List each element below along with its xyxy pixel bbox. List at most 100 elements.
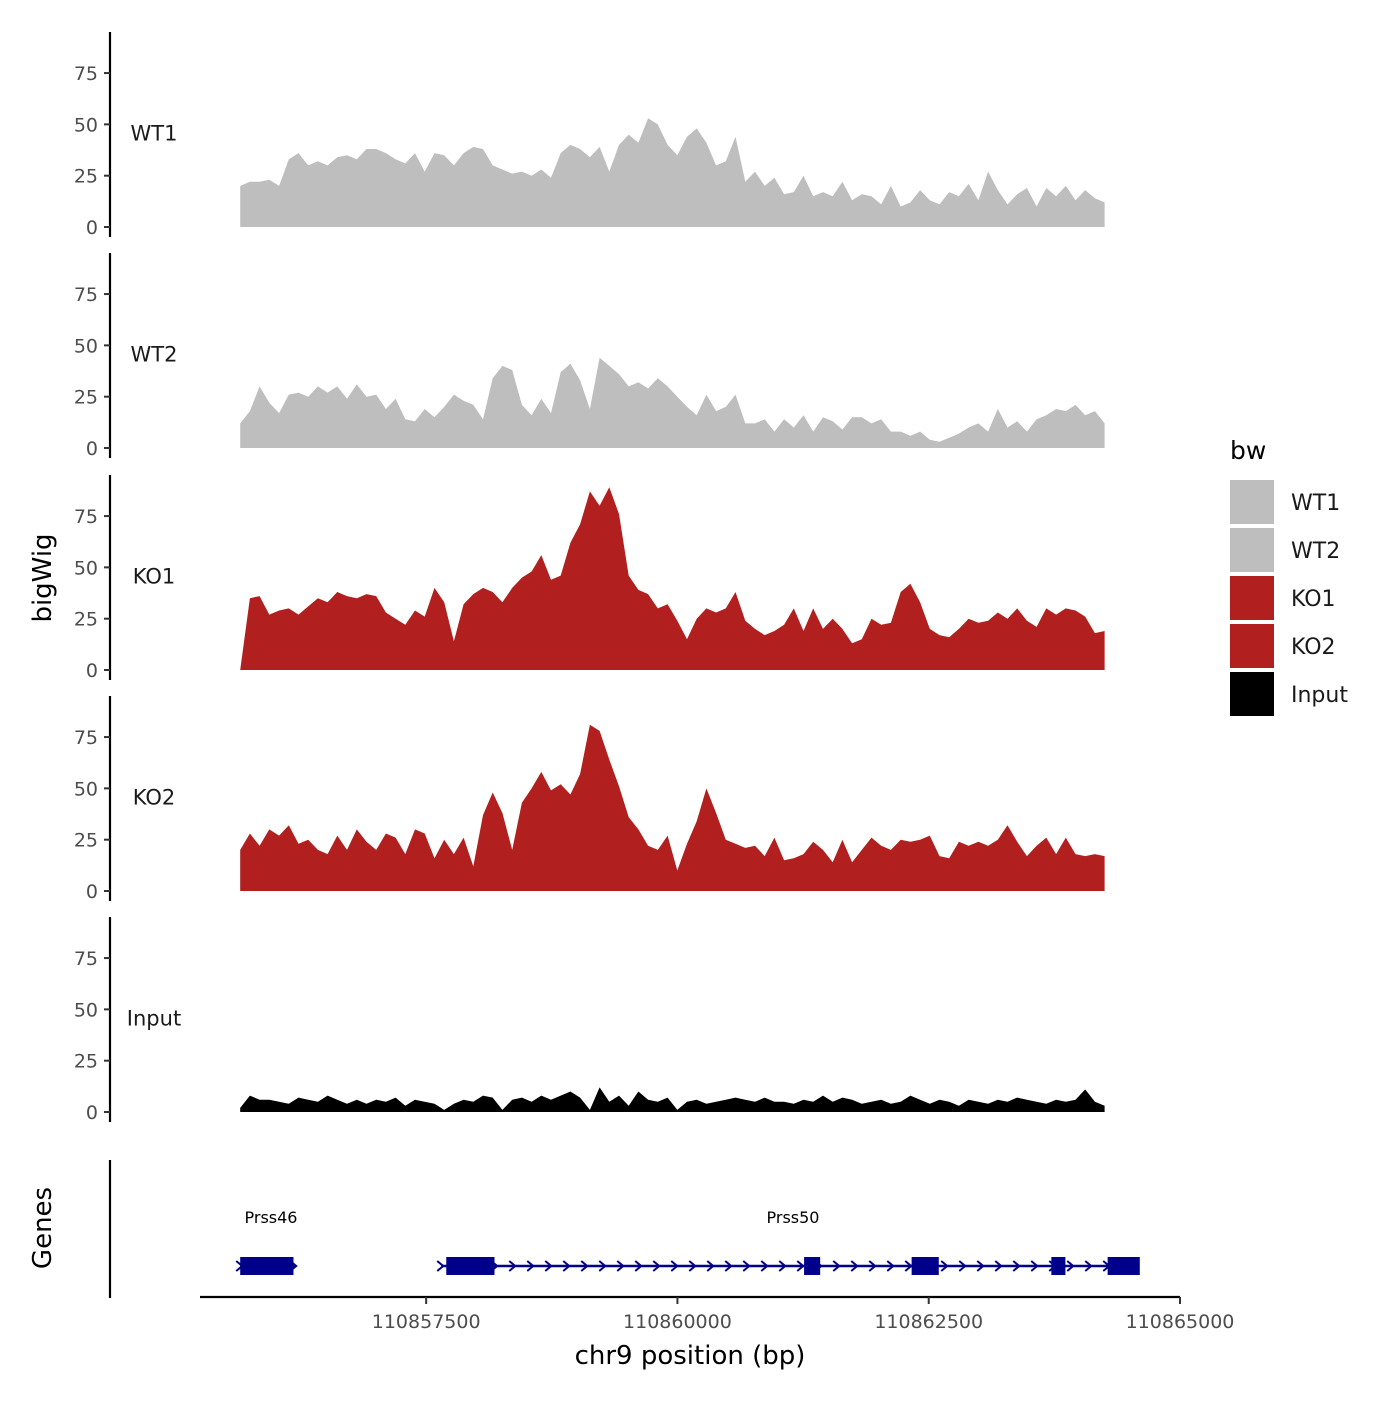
signal-area-input xyxy=(240,1087,1105,1112)
strand-arrow xyxy=(796,1260,805,1272)
panel-input: 0 25 50 75 Input xyxy=(74,917,1105,1124)
gene-exon xyxy=(804,1257,821,1275)
strand-arrow xyxy=(1030,1260,1039,1272)
strand-arrow xyxy=(598,1260,607,1272)
genes-track-title: Genes xyxy=(28,1187,58,1269)
strand-arrow xyxy=(886,1260,895,1272)
legend-label-input: Input xyxy=(1291,683,1348,708)
signal-panels: 0 25 50 75 WT1 0 25 50 75 WT2 0 25 50 75 KO1 0 25 50 75 KO2… xyxy=(74,32,1105,1124)
strand-arrow xyxy=(850,1260,859,1272)
strand-arrow xyxy=(904,1260,913,1272)
y-tick-label: 25 xyxy=(74,609,98,631)
strand-arrow xyxy=(580,1260,589,1272)
y-tick-label: 50 xyxy=(74,999,98,1021)
strand-arrow xyxy=(958,1260,967,1272)
strand-arrow xyxy=(832,1260,841,1272)
gene-exon xyxy=(911,1257,939,1275)
strand-arrow xyxy=(742,1260,751,1272)
gene-exon xyxy=(1107,1257,1140,1275)
strand-arrow xyxy=(706,1260,715,1272)
strand-arrow xyxy=(1012,1260,1021,1272)
y-tick-label: 75 xyxy=(74,727,98,749)
legend-label-ko2: KO2 xyxy=(1291,635,1336,660)
gene-exon xyxy=(240,1257,294,1275)
strand-arrow xyxy=(436,1260,445,1272)
x-axis: 110857500 110860000 110862500 110865000 xyxy=(200,1295,1235,1333)
gene-track: Prss46 Prss50 xyxy=(108,1160,1140,1298)
gene-prss46: Prss46 xyxy=(235,1208,298,1275)
y-tick-label: 25 xyxy=(74,387,98,409)
gene-label-prss46: Prss46 xyxy=(245,1208,298,1227)
y-tick-label: 0 xyxy=(86,881,98,903)
legend-key-wt1 xyxy=(1230,480,1274,524)
strand-arrow xyxy=(940,1260,949,1272)
y-tick-label: 0 xyxy=(86,1102,98,1124)
x-axis-title: chr9 position (bp) xyxy=(575,1341,806,1371)
x-tick-label: 110860000 xyxy=(623,1311,732,1333)
legend-label-wt1: WT1 xyxy=(1291,491,1340,516)
track-label-ko2: KO2 xyxy=(133,785,176,809)
signal-area-wt1 xyxy=(240,118,1105,227)
track-label-wt2: WT2 xyxy=(131,342,178,366)
strand-arrow xyxy=(562,1260,571,1272)
y-tick-label: 0 xyxy=(86,660,98,682)
strand-arrow xyxy=(1084,1260,1093,1272)
strand-arrow xyxy=(652,1260,661,1272)
x-tick-label: 110865000 xyxy=(1126,1311,1235,1333)
y-tick-label: 75 xyxy=(74,63,98,85)
y-axis-title: bigWig xyxy=(28,533,58,622)
panel-wt2: 0 25 50 75 WT2 xyxy=(74,253,1105,460)
legend-label-ko1: KO1 xyxy=(1291,587,1336,612)
gene-label-prss50: Prss50 xyxy=(767,1208,820,1227)
strand-arrow xyxy=(994,1260,1003,1272)
strand-arrow xyxy=(526,1260,535,1272)
track-label-ko1: KO1 xyxy=(133,564,176,588)
strand-arrow xyxy=(508,1260,517,1272)
signal-area-ko2 xyxy=(240,724,1105,891)
panel-ko2: 0 25 50 75 KO2 xyxy=(74,696,1105,903)
gene-exon xyxy=(1051,1257,1066,1275)
y-tick-label: 75 xyxy=(74,506,98,528)
legend-key-input xyxy=(1230,672,1274,716)
legend-key-ko2 xyxy=(1230,624,1274,668)
legend-label-wt2: WT2 xyxy=(1291,539,1340,564)
y-tick-label: 25 xyxy=(74,1051,98,1073)
strand-arrow xyxy=(634,1260,643,1272)
y-tick-label: 25 xyxy=(74,830,98,852)
strand-arrow xyxy=(616,1260,625,1272)
signal-area-ko1 xyxy=(240,487,1105,670)
legend-title: bw xyxy=(1230,436,1266,465)
strand-arrow xyxy=(760,1260,769,1272)
y-tick-label: 50 xyxy=(74,778,98,800)
signal-area-wt2 xyxy=(240,357,1105,448)
x-tick-label: 110857500 xyxy=(372,1311,481,1333)
legend-key-wt2 xyxy=(1230,528,1274,572)
y-tick-label: 0 xyxy=(86,217,98,239)
strand-arrow xyxy=(688,1260,697,1272)
legend-key-ko1 xyxy=(1230,576,1274,620)
gene-exon xyxy=(446,1257,495,1275)
panel-wt1: 0 25 50 75 WT1 xyxy=(74,32,1105,239)
gene-prss50: Prss50 xyxy=(436,1208,1140,1275)
track-label-input: Input xyxy=(127,1006,181,1030)
y-tick-label: 25 xyxy=(74,166,98,188)
strand-arrow xyxy=(778,1260,787,1272)
strand-arrow xyxy=(670,1260,679,1272)
y-tick-label: 50 xyxy=(74,557,98,579)
strand-arrow xyxy=(1066,1260,1075,1272)
y-tick-label: 0 xyxy=(86,438,98,460)
y-tick-label: 50 xyxy=(74,335,98,357)
strand-arrow xyxy=(868,1260,877,1272)
strand-arrow xyxy=(724,1260,733,1272)
legend: bw WT1 WT2 KO1 KO2 Input xyxy=(1230,436,1348,716)
y-tick-label: 75 xyxy=(74,284,98,306)
x-tick-label: 110862500 xyxy=(874,1311,983,1333)
y-tick-label: 75 xyxy=(74,948,98,970)
strand-arrow xyxy=(544,1260,553,1272)
track-label-wt1: WT1 xyxy=(131,121,178,145)
panel-ko1: 0 25 50 75 KO1 xyxy=(74,475,1105,682)
strand-arrow xyxy=(976,1260,985,1272)
y-tick-label: 50 xyxy=(74,114,98,136)
